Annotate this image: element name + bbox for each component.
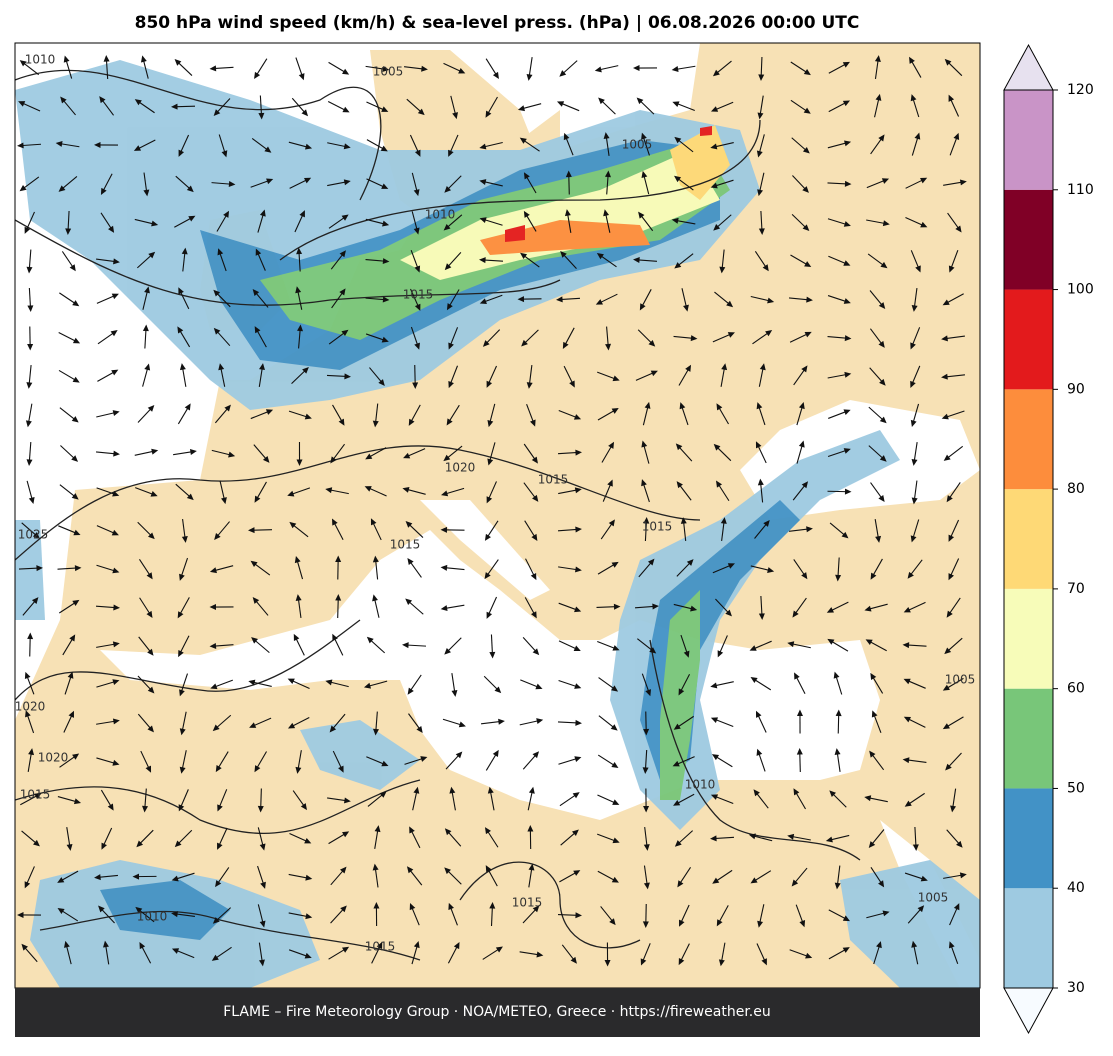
title: 850 hPa wind speed (km/h) & sea-level pr… <box>135 13 860 33</box>
colorbar-segment <box>1004 389 1053 489</box>
isobar-label: 1015 <box>512 896 543 910</box>
isobar-label: 1015 <box>20 788 51 802</box>
colorbar-segment <box>1004 489 1053 589</box>
colorbar-tick-label: 70 <box>1067 581 1085 597</box>
map: 1010 1005 1005 1010 1015 1025 1020 1015 1015 1015… <box>15 43 980 988</box>
colorbar-segment <box>1004 788 1053 888</box>
isobar-label: 1010 <box>137 910 168 924</box>
colorbar-tick-label: 90 <box>1067 381 1085 397</box>
isobar-label: 1005 <box>945 673 976 687</box>
footer: FLAME – Fire Meteorology Group · NOA/MET… <box>223 1004 771 1020</box>
isobar-label: 1010 <box>685 778 716 792</box>
isobar-label: 1020 <box>445 461 476 475</box>
colorbar: 30 40 50 60 70 80 90 100 110 120 <box>1004 45 1094 1033</box>
colorbar-tick-label: 100 <box>1067 282 1094 298</box>
colorbar-tick-label: 120 <box>1067 82 1094 98</box>
colorbar-segment <box>1004 689 1053 789</box>
isobar-label: 1015 <box>403 288 434 302</box>
isobar-label: 1020 <box>15 700 46 714</box>
colorbar-segment <box>1004 888 1053 988</box>
colorbar-under <box>1004 988 1053 1033</box>
isobar-label: 1015 <box>390 538 421 552</box>
isobar-label: 1010 <box>25 53 56 67</box>
isobar-label: 1005 <box>373 65 404 79</box>
colorbar-segment <box>1004 589 1053 689</box>
colorbar-tick-label: 30 <box>1067 980 1085 996</box>
colorbar-segment <box>1004 290 1053 390</box>
isobar-label: 1015 <box>642 520 673 534</box>
isobar-label: 1020 <box>38 751 69 765</box>
colorbar-over <box>1004 45 1053 90</box>
isobar-label: 1010 <box>425 208 456 222</box>
isobar-label: 1025 <box>18 528 49 542</box>
isobar-label: 1005 <box>622 138 653 152</box>
colorbar-tick-label: 80 <box>1067 481 1085 497</box>
colorbar-segment <box>1004 190 1053 290</box>
colorbar-tick-label: 40 <box>1067 880 1085 896</box>
colorbar-segment <box>1004 90 1053 190</box>
colorbar-tick-label: 60 <box>1067 681 1085 697</box>
isobar-label: 1015 <box>365 940 396 954</box>
isobar-label: 1015 <box>538 473 569 487</box>
isobar-label: 1005 <box>918 891 949 905</box>
colorbar-tick-label: 110 <box>1067 182 1094 198</box>
colorbar-tick-label: 50 <box>1067 780 1085 796</box>
